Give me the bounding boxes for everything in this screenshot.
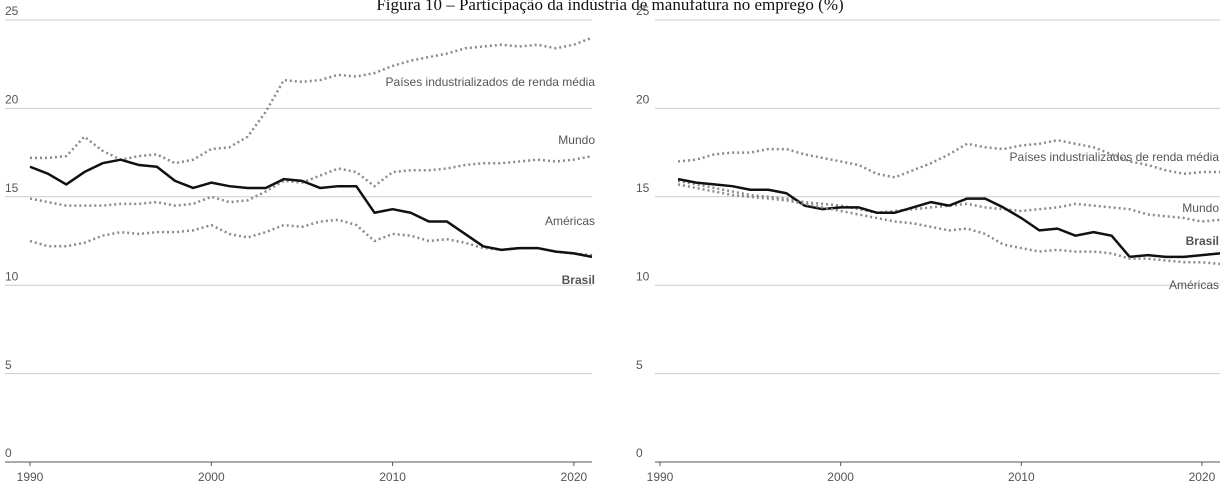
y-tick-label: 20 (636, 93, 650, 107)
series-label: Países industrializados de renda média (1010, 150, 1220, 164)
series-label: Brasil (562, 273, 595, 287)
x-tick-label: 2000 (198, 470, 225, 484)
y-tick-label: 25 (636, 4, 650, 18)
line-series (29, 154, 593, 207)
y-tick-label: 5 (5, 358, 12, 372)
series-label: Mundo (558, 133, 595, 147)
x-tick-label: 2000 (827, 470, 854, 484)
x-tick-label: 2010 (1008, 470, 1035, 484)
series-label: Países industrializados de renda média (386, 75, 596, 89)
figure-title: Figura 10 – Participação da indústria de… (376, 0, 843, 14)
x-tick-label: 1990 (647, 470, 674, 484)
line-series (677, 179, 1220, 223)
y-tick-label: 15 (5, 181, 19, 195)
y-tick-label: 0 (636, 446, 643, 460)
x-tick-label: 2020 (561, 470, 588, 484)
x-tick-label: 2010 (379, 470, 406, 484)
y-tick-label: 0 (5, 446, 12, 460)
y-tick-label: 10 (636, 269, 650, 283)
series-label: Américas (545, 214, 595, 228)
series-label: Mundo (1182, 201, 1219, 215)
y-tick-label: 20 (5, 93, 19, 107)
line-series (677, 138, 1220, 179)
y-tick-label: 25 (5, 4, 19, 18)
y-tick-label: 15 (636, 181, 650, 195)
line-series (677, 183, 1220, 266)
line-series (29, 218, 593, 257)
line-series (29, 158, 593, 259)
x-tick-label: 1990 (17, 470, 44, 484)
y-tick-label: 5 (636, 358, 643, 372)
series-label: Brasil (1186, 234, 1219, 248)
series-label: Américas (1169, 278, 1219, 292)
line-series (30, 36, 593, 165)
line-series (677, 177, 1220, 259)
y-tick-label: 10 (5, 269, 19, 283)
x-tick-label: 2020 (1189, 470, 1216, 484)
